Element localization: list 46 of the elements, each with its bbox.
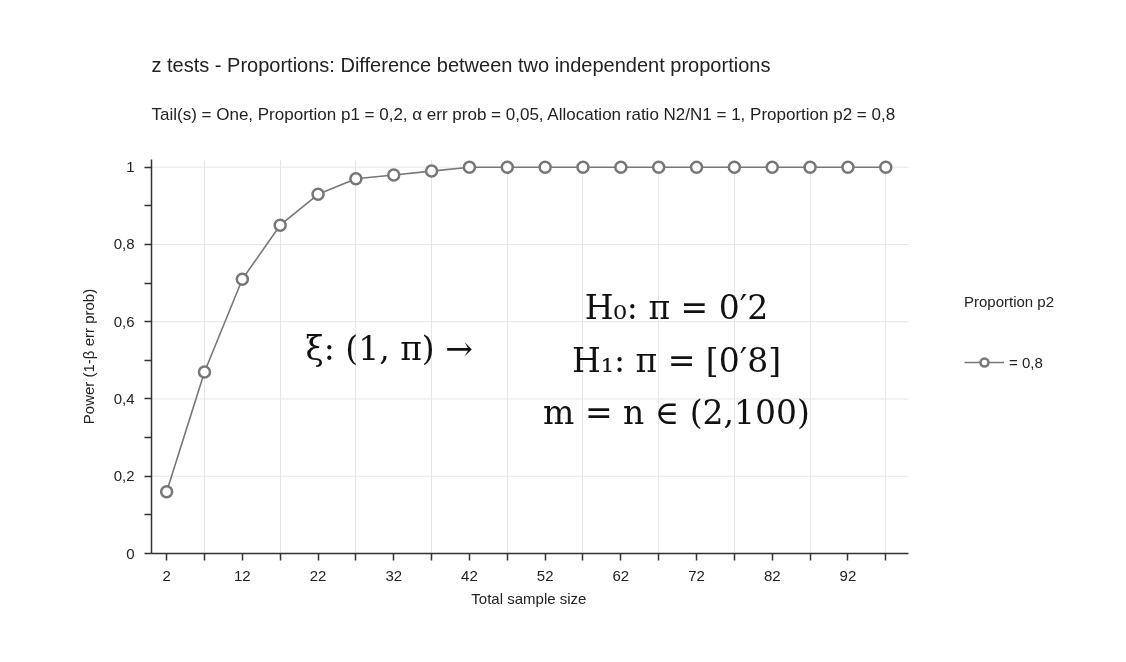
point (689, 160, 704, 174)
x-tick-label: 22 (309, 566, 327, 584)
x-tick-label: 62 (612, 566, 630, 584)
x-tick-label: 2 (162, 566, 171, 584)
legend-title: Proportion p2 (964, 293, 1055, 310)
point (538, 160, 552, 174)
y-tick-label: 1 (126, 158, 135, 176)
point (273, 218, 287, 232)
y-tick-label: 0,6 (113, 312, 135, 330)
chart-subtitle: Tail(s) = One, Proportion p1 = 0,2, α err prob = 0,05, Allocation ratio N2/N1 = 1, Proportion p2 = 0,8 (151, 104, 896, 124)
point (159, 484, 174, 499)
x-tick-label: 42 (461, 566, 478, 584)
point (349, 172, 363, 186)
x-tick-label: 72 (688, 566, 705, 584)
annotation: H₀: π = 0′2 (584, 288, 769, 327)
point (727, 160, 742, 174)
point (386, 168, 401, 182)
point (462, 160, 477, 174)
point (879, 160, 893, 174)
point (235, 272, 250, 286)
point (424, 164, 439, 178)
point (803, 160, 817, 174)
annotation: m = n ∈ (2,100) (543, 393, 810, 432)
x-tick-label: 82 (763, 566, 781, 584)
y-tick-label: 0,2 (113, 467, 135, 485)
point (614, 160, 628, 174)
y-tick-label: 0,8 (113, 235, 135, 253)
x-tick-label: 52 (536, 566, 554, 584)
y-axis-title: Power (1-β err prob) (79, 288, 97, 425)
point (576, 160, 590, 174)
point (765, 160, 779, 174)
annotation: H₁: π = [0′8] (571, 341, 782, 380)
point (651, 160, 666, 174)
x-axis-title: Total sample size (471, 589, 587, 607)
x-tick-label: 92 (839, 566, 857, 584)
y-tick-label: 0,4 (113, 389, 135, 407)
point (197, 365, 212, 379)
x-tick-label: 12 (234, 566, 251, 584)
point (311, 187, 325, 201)
annotation: ξ: (1, π) → (305, 329, 473, 368)
y-tick-label: 0 (126, 544, 135, 562)
legend-label: = 0,8 (1009, 353, 1043, 371)
x-tick-label: 32 (385, 566, 403, 584)
point (841, 160, 855, 174)
point (500, 160, 515, 174)
chart-title: z tests - Proportions: Difference between two independent proportions (151, 53, 771, 76)
